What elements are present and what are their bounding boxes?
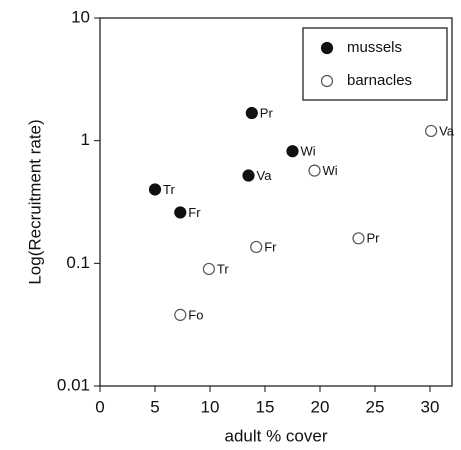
legend-label: mussels: [347, 39, 402, 56]
x-tick-label: 15: [256, 397, 275, 416]
x-axis-title: adult % cover: [225, 426, 328, 445]
point: [174, 206, 187, 219]
point: [245, 106, 258, 120]
y-tick-label: 1: [81, 130, 90, 149]
y-tick-label: 0.1: [66, 253, 90, 272]
y-tick-label: 10: [71, 7, 90, 26]
legend-marker: [320, 74, 334, 88]
point-label: Va: [439, 123, 455, 138]
x-tick-label: 25: [366, 397, 385, 416]
point: [148, 183, 162, 196]
x-tick-label: 10: [201, 397, 220, 416]
x-tick-label: 5: [150, 397, 159, 416]
point: [174, 308, 187, 321]
point: [286, 145, 299, 158]
point-label: Va: [257, 168, 273, 183]
point-label: Wi: [323, 163, 338, 178]
point-label: Pr: [260, 105, 274, 120]
point: [250, 240, 263, 254]
y-tick-label: 0.01: [57, 375, 90, 394]
plot-frame: [99, 17, 453, 387]
point: [352, 232, 365, 245]
x-tick-label: 0: [95, 397, 104, 416]
point: [425, 124, 438, 138]
point-label: Fr: [188, 205, 201, 220]
point-label: Fr: [264, 239, 277, 254]
x-tick-label: 20: [311, 397, 330, 416]
point: [202, 262, 215, 276]
y-axis-title: Log(Recruitment rate): [25, 119, 44, 284]
point: [308, 164, 321, 177]
point-label: Pr: [367, 231, 381, 246]
legend-box: [302, 27, 448, 101]
point-label: Tr: [163, 182, 175, 197]
point-label: Tr: [217, 261, 229, 276]
point-label: Fo: [188, 307, 203, 322]
legend-label: barnacles: [347, 72, 412, 89]
legend-marker: [320, 41, 334, 55]
point-label: Wi: [301, 144, 316, 159]
x-tick-label: 30: [421, 397, 440, 416]
point: [242, 169, 255, 182]
